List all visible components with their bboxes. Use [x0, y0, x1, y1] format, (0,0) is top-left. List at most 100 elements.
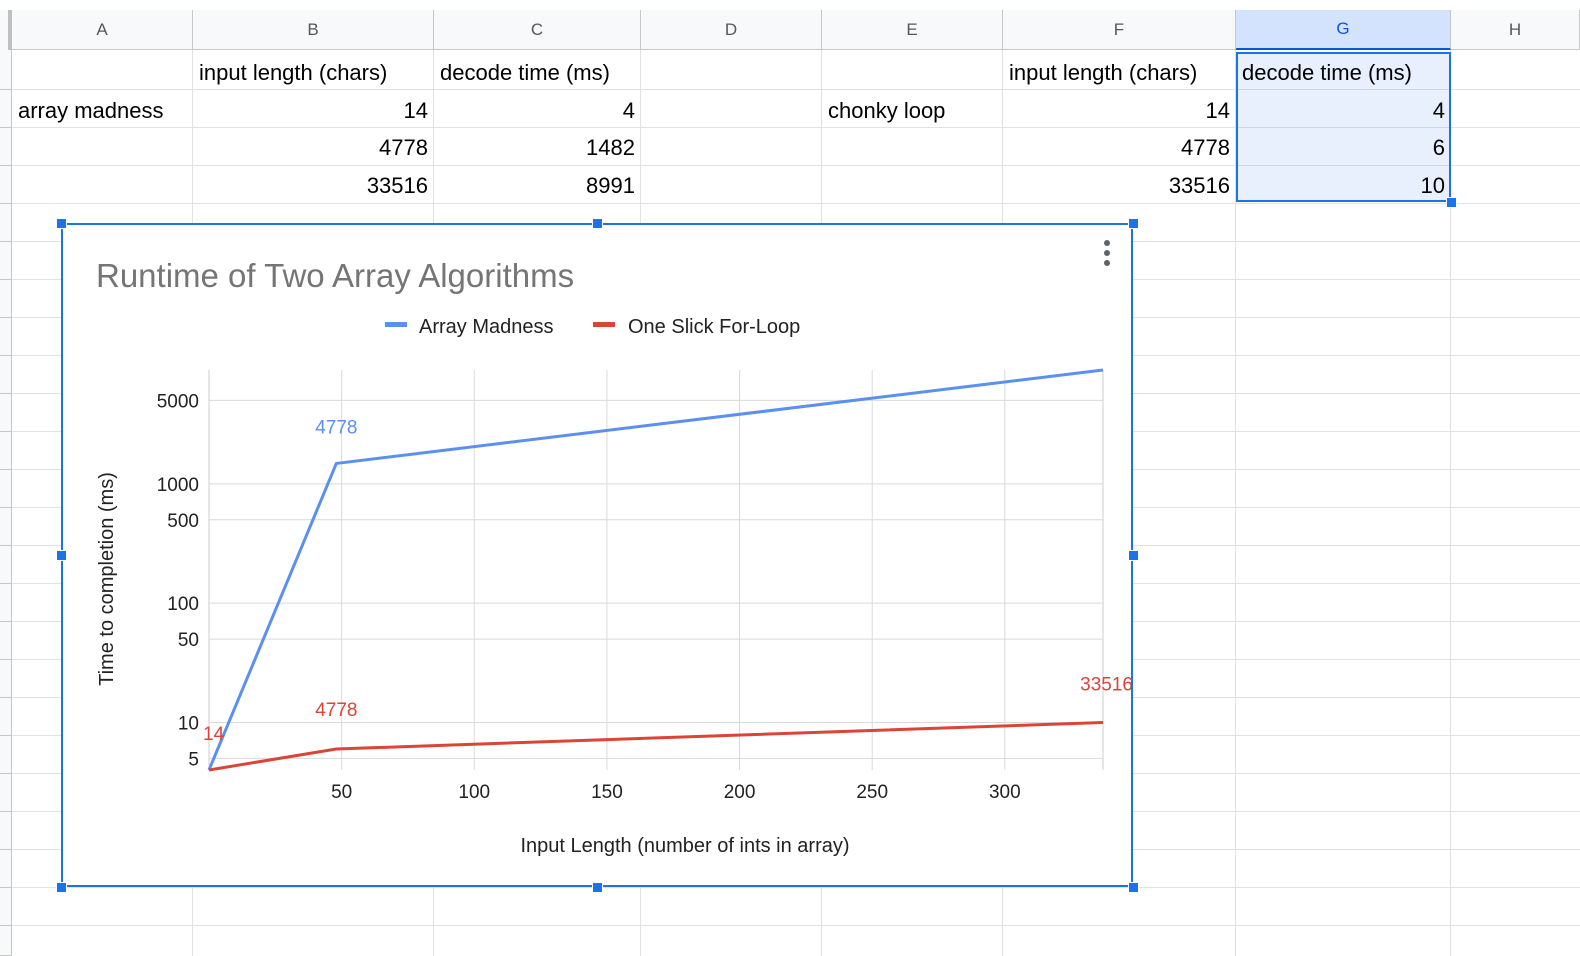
row-header[interactable]: [0, 356, 12, 394]
fill-handle[interactable]: [1446, 197, 1457, 208]
column-header-f[interactable]: F: [1003, 10, 1236, 50]
x-tick-label: 300: [989, 782, 1021, 803]
resize-handle-top-right[interactable]: [1128, 218, 1139, 229]
cell-g3[interactable]: 6: [1432, 135, 1445, 160]
row-header[interactable]: [0, 242, 12, 280]
cell-g2[interactable]: 4: [1432, 98, 1445, 123]
column-header-e[interactable]: E: [822, 10, 1003, 50]
point-label: 14: [203, 724, 225, 745]
cell-e2[interactable]: chonky loop: [828, 98, 946, 123]
row-header[interactable]: [0, 50, 12, 90]
legend-label-array-madness: Array Madness: [419, 316, 554, 338]
grid-row-line: [12, 203, 1580, 204]
row-header[interactable]: [0, 850, 12, 888]
resize-handle-bottom[interactable]: [592, 882, 603, 893]
x-axis-ticks: 50 100 150 200 250 300: [331, 782, 1021, 803]
row-header[interactable]: [0, 394, 12, 432]
cell-c2[interactable]: 4: [622, 98, 635, 123]
point-label: 33516: [1080, 675, 1131, 696]
chart-menu-icon[interactable]: [1100, 240, 1114, 270]
cell-c1[interactable]: decode time (ms): [440, 60, 610, 85]
cell-f3[interactable]: 4778: [1181, 135, 1230, 160]
row-header[interactable]: [0, 660, 12, 698]
y-tick-label: 10: [178, 714, 199, 735]
row-header[interactable]: [0, 280, 12, 318]
legend-swatch-array-madness: [385, 322, 407, 327]
y-tick-label: 100: [167, 594, 199, 615]
resize-handle-top[interactable]: [592, 218, 603, 229]
x-axis-label: Input Length (number of ints in array): [520, 835, 849, 857]
point-label: 4778: [315, 700, 357, 721]
x-tick-label: 100: [458, 782, 490, 803]
row-header[interactable]: [0, 166, 12, 204]
embedded-chart[interactable]: Runtime of Two Array Algorithms Array Ma…: [61, 223, 1133, 887]
x-tick-label: 50: [331, 782, 352, 803]
row-header[interactable]: [0, 584, 12, 622]
column-header-c[interactable]: C: [434, 10, 641, 50]
column-header-h[interactable]: H: [1451, 10, 1580, 50]
row-header[interactable]: [0, 926, 12, 956]
cell-b2[interactable]: 14: [403, 98, 428, 123]
chart-title: Runtime of Two Array Algorithms: [96, 257, 574, 294]
row-header[interactable]: [0, 90, 12, 128]
resize-handle-bottom-right[interactable]: [1128, 882, 1139, 893]
series-line-1: [208, 721, 1104, 772]
y-tick-label: 5000: [157, 391, 199, 412]
column-header-a[interactable]: A: [12, 10, 193, 50]
cell-c3[interactable]: 1482: [586, 135, 635, 160]
grid-row-line: [12, 165, 1580, 166]
x-tick-label: 200: [724, 782, 756, 803]
row-header[interactable]: [0, 508, 12, 546]
row-header[interactable]: [0, 546, 12, 584]
column-header-d[interactable]: D: [641, 10, 822, 50]
cell-b3[interactable]: 4778: [379, 135, 428, 160]
cell-a2[interactable]: array madness: [18, 98, 164, 123]
point-label: 4778: [315, 417, 357, 438]
cell-f2[interactable]: 14: [1205, 98, 1230, 123]
cell-c4[interactable]: 8991: [586, 173, 635, 198]
row-header[interactable]: [0, 622, 12, 660]
legend-swatch-one-slick-for-loop: [593, 322, 615, 327]
row-header[interactable]: [0, 432, 12, 470]
column-header-g[interactable]: G: [1236, 10, 1451, 50]
row-header[interactable]: [0, 204, 12, 242]
chart-svg: Runtime of Two Array Algorithms Array Ma…: [96, 257, 1133, 857]
column-header-b[interactable]: B: [193, 10, 434, 50]
cell-f4[interactable]: 33516: [1168, 173, 1230, 198]
cell-b4[interactable]: 33516: [366, 173, 428, 198]
chart-series: [207, 368, 1104, 772]
row-header[interactable]: [0, 318, 12, 356]
chart-point-labels: 4778 14 4778 33516: [203, 417, 1133, 745]
resize-handle-right[interactable]: [1128, 550, 1139, 561]
resize-handle-top-left[interactable]: [56, 218, 67, 229]
grid-column-line: [1235, 50, 1236, 956]
cell-g4[interactable]: 10: [1420, 173, 1445, 198]
y-tick-label: 500: [167, 511, 199, 532]
resize-handle-left[interactable]: [56, 550, 67, 561]
row-header[interactable]: [0, 812, 12, 850]
series-line-0: [207, 368, 1104, 771]
resize-handle-bottom-left[interactable]: [56, 882, 67, 893]
cell-b1[interactable]: input length (chars): [199, 60, 388, 85]
y-axis-label: Time to completion (ms): [96, 472, 118, 686]
row-header[interactable]: [0, 774, 12, 812]
row-header[interactable]: [0, 698, 12, 736]
grid-row-line: [12, 887, 1580, 888]
selected-range[interactable]: [1236, 52, 1451, 202]
x-tick-label: 150: [591, 782, 623, 803]
row-header[interactable]: [0, 888, 12, 926]
grid-column-line: [1450, 50, 1451, 956]
y-axis-ticks: 5000 1000 500 100 50 10 5: [157, 391, 199, 770]
y-tick-label: 50: [178, 630, 199, 651]
grid-row-line: [12, 925, 1580, 926]
row-header[interactable]: [0, 470, 12, 508]
x-tick-label: 250: [856, 782, 888, 803]
row-header[interactable]: [0, 128, 12, 166]
y-tick-label: 1000: [157, 475, 199, 496]
chart-grid: [208, 370, 1104, 770]
legend-label-one-slick-for-loop: One Slick For-Loop: [628, 316, 800, 338]
cell-g1[interactable]: decode time (ms): [1242, 60, 1412, 85]
row-header[interactable]: [0, 736, 12, 774]
cell-f1[interactable]: input length (chars): [1009, 60, 1198, 85]
select-all-corner[interactable]: [0, 10, 12, 50]
